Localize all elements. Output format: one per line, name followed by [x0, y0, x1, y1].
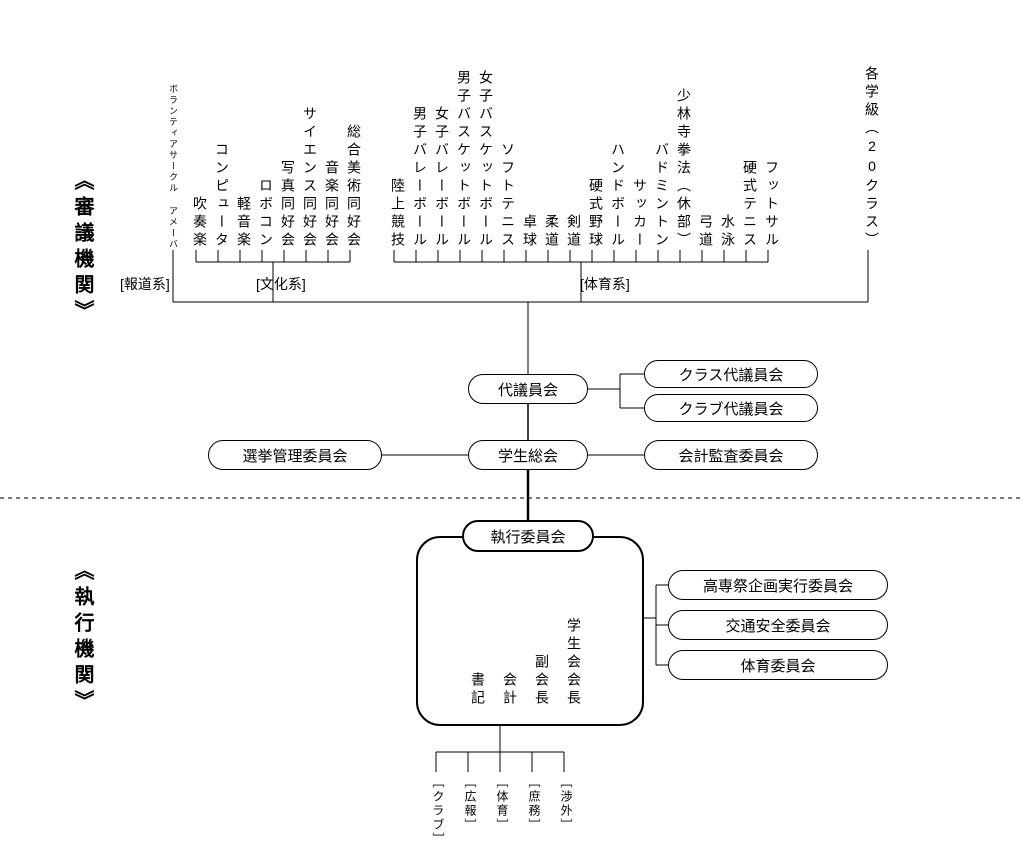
club-sports-8: 剣道 [564, 34, 584, 250]
club-culture-2: 軽音楽 [234, 34, 254, 250]
node-pe-committee: 体育委員会 [668, 650, 888, 680]
org-chart-canvas: 《審議機関》 《執行機関》 各学級（20クラス） ボランティアサークル アメーバ… [0, 0, 1024, 856]
club-sports-16: 硬式テニス [740, 34, 760, 250]
category-sports: [体育系] [580, 274, 630, 294]
club-sports-4: 女子バスケットボール [476, 34, 496, 250]
category-press: [報道系] [120, 274, 170, 294]
club-sports-0: 陸上競技 [388, 34, 408, 250]
club-culture-4: 写真同好会 [278, 34, 298, 250]
club-sports-5: ソフトテニス [498, 34, 518, 250]
club-sports-14: 弓道 [696, 34, 716, 250]
club-sports-17: フットサル [762, 34, 782, 250]
exec-pos-2: 会計 [500, 568, 520, 708]
exec-pos-1: 副会長 [532, 568, 552, 708]
node-traffic-committee: 交通安全委員会 [668, 610, 888, 640]
node-student-general: 学生総会 [468, 440, 588, 470]
club-sports-1: 男子バレーボール [410, 34, 430, 250]
node-club-delegates: クラブ代議員会 [644, 394, 818, 422]
club-sports-9: 硬式野球 [586, 34, 606, 250]
exec-box [416, 536, 644, 726]
club-culture-6: 音楽同好会 [322, 34, 342, 250]
club-culture-3: ロボコン [256, 34, 276, 250]
node-audit-committee: 会計監査委員会 [644, 440, 818, 470]
club-culture-5: サイエンス同好会 [300, 34, 320, 250]
club-sports-12: バドミントン [652, 34, 672, 250]
club-sports-3: 男子バスケットボール [454, 34, 474, 250]
club-sports-10: ハンドボール [608, 34, 628, 250]
dept-3: ［庶務］ [526, 776, 543, 832]
node-exec-committee: 執行委員会 [462, 520, 594, 552]
dept-1: ［広報］ [462, 776, 479, 832]
node-class-delegates: クラス代議員会 [644, 360, 818, 388]
exec-pos-3: 書記 [468, 568, 488, 708]
club-sports-11: サッカー [630, 34, 650, 250]
club-press-0: ボランティアサークル アメーバ [167, 34, 180, 250]
club-sports-7: 柔道 [542, 34, 562, 250]
club-sports-13: 少林寺拳法（休部） [674, 34, 694, 250]
club-culture-1: コンピュータ [212, 34, 232, 250]
club-sports-6: 卓球 [520, 34, 540, 250]
club-culture-0: 吹奏楽 [190, 34, 210, 250]
node-election-committee: 選挙管理委員会 [208, 440, 382, 470]
dept-2: ［体育］ [494, 776, 511, 832]
dept-0: ［クラブ］ [430, 776, 447, 846]
club-sports-2: 女子バレーボール [432, 34, 452, 250]
node-delegates: 代議員会 [468, 374, 588, 404]
dept-4: ［渉外］ [558, 776, 575, 832]
club-culture-7: 総合美術同好会 [344, 34, 364, 250]
classes-label: 各学級（20クラス） [862, 34, 882, 250]
node-festival-committee: 高専祭企画実行委員会 [668, 570, 888, 600]
section-title-deliberation: 《審議機関》 [68, 170, 97, 326]
category-culture: [文化系] [256, 274, 306, 294]
exec-pos-0: 学生会会長 [564, 568, 584, 708]
club-sports-15: 水泳 [718, 34, 738, 250]
section-title-execution: 《執行機関》 [68, 560, 97, 716]
